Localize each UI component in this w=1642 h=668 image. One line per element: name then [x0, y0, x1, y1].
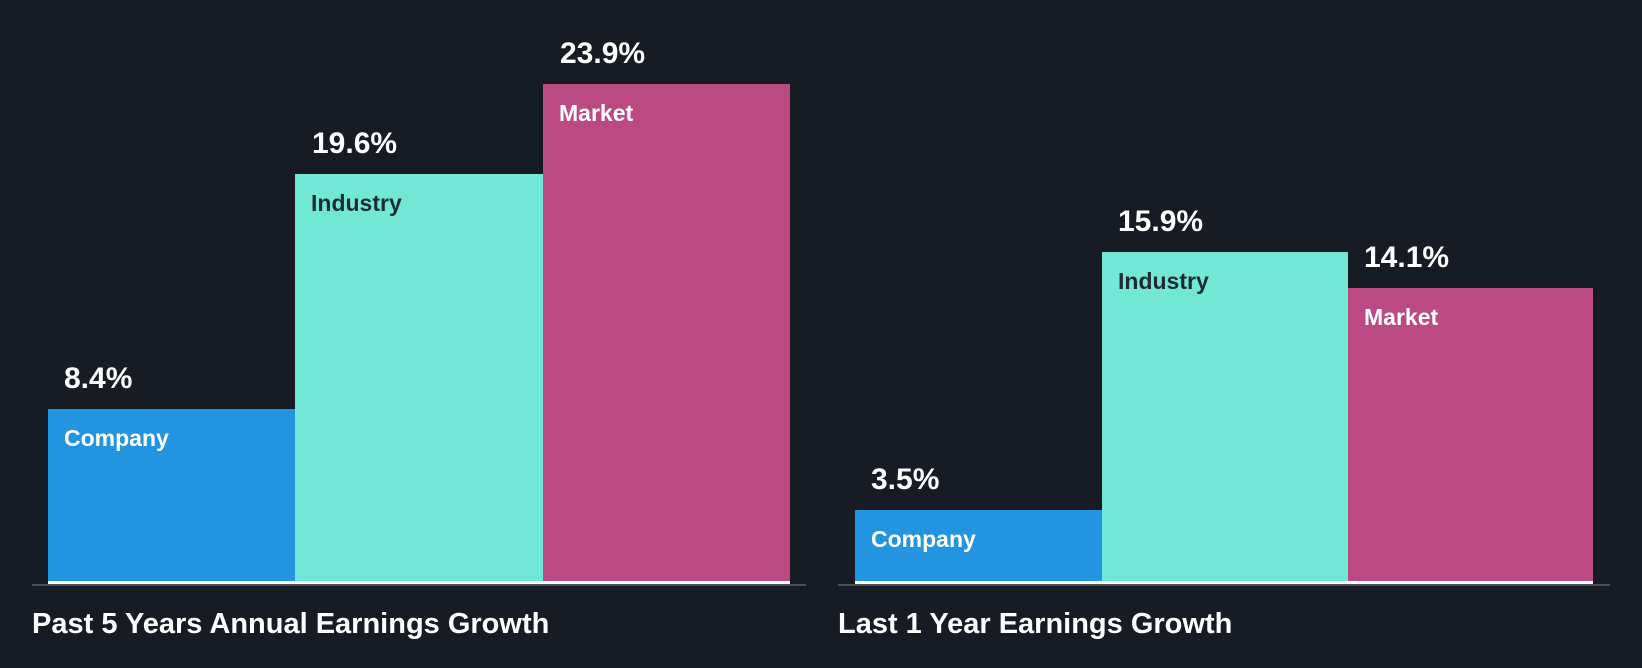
bar-company: Company — [48, 409, 295, 583]
value-label-company: 8.4% — [64, 362, 133, 395]
x-axis — [838, 584, 1610, 586]
value-label-market: 23.9% — [560, 37, 646, 70]
chart-title: Last 1 Year Earnings Growth — [838, 608, 1233, 640]
bar-industry: Industry — [1102, 252, 1348, 583]
bar-label-company: Company — [871, 526, 976, 552]
chart-title: Past 5 Years Annual Earnings Growth — [32, 608, 550, 640]
bar-label-company: Company — [64, 425, 169, 451]
value-label-market: 14.1% — [1364, 241, 1450, 274]
bar-market: Market — [1348, 288, 1593, 583]
bar-label-market: Market — [559, 100, 634, 126]
value-label-company: 3.5% — [871, 463, 940, 496]
bar-company: Company — [855, 510, 1102, 583]
value-label-industry: 19.6% — [312, 127, 398, 160]
bar-market: Market — [543, 84, 790, 583]
baseline — [48, 581, 790, 584]
chart-past-5-years: Company 8.4% Industry 19.6% Market 23.9%… — [0, 0, 820, 668]
x-axis — [32, 584, 806, 586]
value-label-industry: 15.9% — [1118, 205, 1204, 238]
bar-label-industry: Industry — [1118, 268, 1209, 294]
bar-industry: Industry — [295, 174, 543, 583]
bar-label-industry: Industry — [311, 190, 402, 216]
bar-label-market: Market — [1364, 304, 1439, 330]
baseline — [855, 581, 1593, 584]
